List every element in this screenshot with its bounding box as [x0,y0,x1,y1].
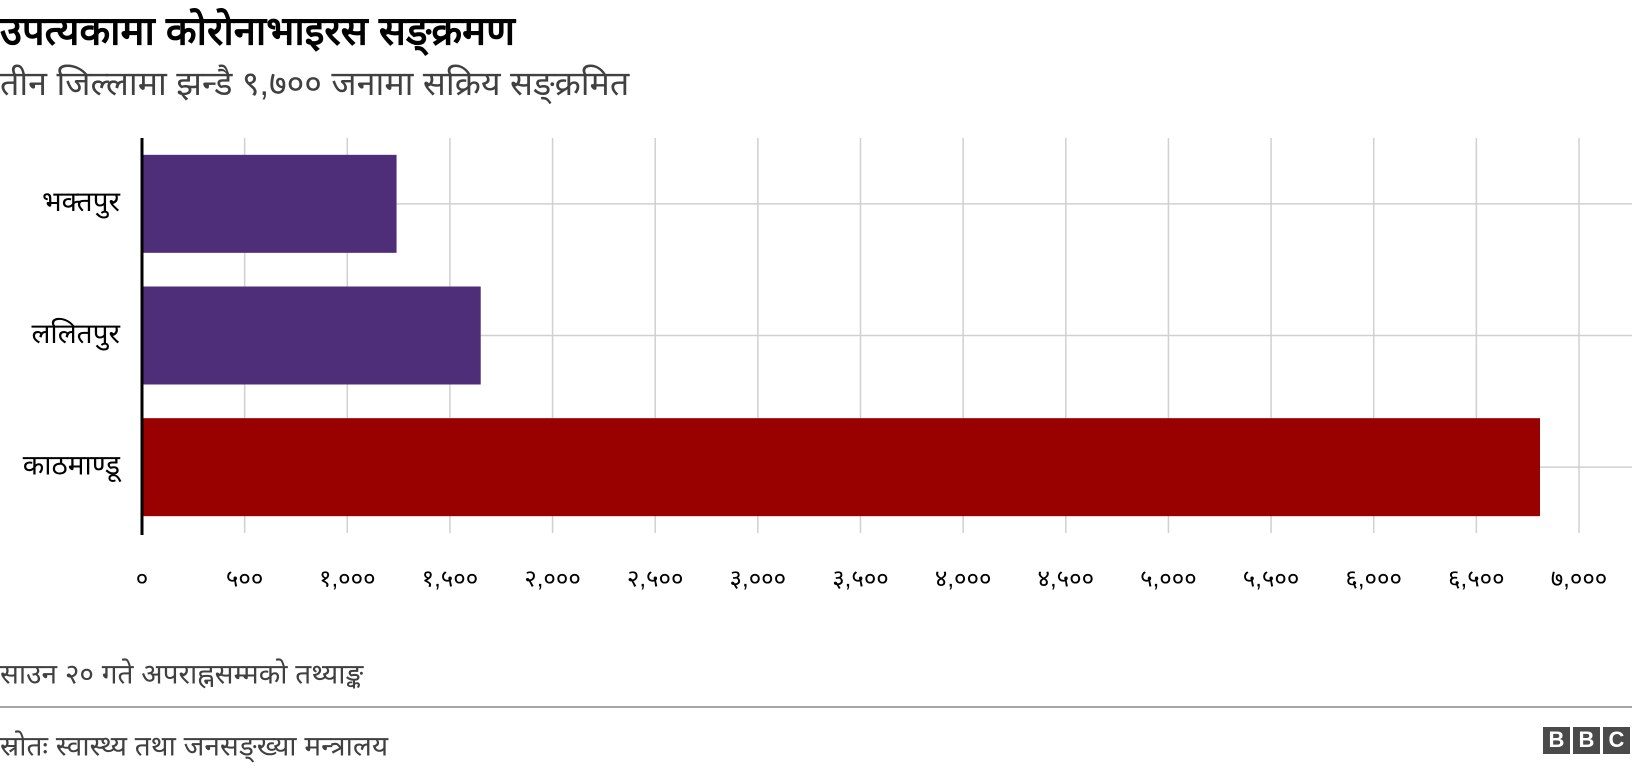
x-tick-label: ३,५०० [832,565,889,592]
x-tick-label: १,५०० [422,565,479,592]
x-tick-label: २,५०० [627,565,684,592]
y-tick-label: ललितपुर [31,317,120,351]
x-tick-label: ५,५०० [1243,565,1300,592]
logo-box [1573,727,1600,754]
y-tick-label: भक्तपुर [42,186,121,219]
x-tick-label: ४,००० [935,565,992,592]
source: स्रोतः स्वास्थ्य तथा जनसङ्ख्या मन्त्रालय [0,729,389,763]
note: साउन २० गते अपराह्नसम्मको तथ्याङ्क [0,657,365,689]
bar [142,418,1540,517]
x-tick-label: २,००० [524,565,581,592]
x-tick-label: ३,००० [730,565,787,592]
x-tick-label: ४,५०० [1037,565,1094,592]
chart-subtitle: तीन जिल्लामा झन्डै ९,७०० जनामा सक्रिय सङ… [0,64,630,104]
logo-letter: C [1609,727,1625,752]
x-tick-label: ७,००० [1551,565,1608,592]
bar [142,286,481,385]
logo-box [1603,727,1630,754]
x-tick-label: ५०० [226,565,263,592]
x-tick-label: ६,००० [1345,565,1402,592]
bar [142,154,397,253]
x-tick-label: ६,५०० [1448,565,1505,592]
x-tick-label: ५,००० [1140,565,1197,592]
logo-letter: B [1579,727,1595,752]
logo-box [1543,727,1570,754]
y-tick-label: काठमाण्डू [23,450,122,483]
x-tick-label: १,००० [319,565,376,592]
x-tick-label: ० [136,565,148,592]
chart-title: उपत्यकामा कोरोनाभाइरस सङ्क्रमण [0,8,517,56]
logo-letter: B [1549,727,1565,752]
